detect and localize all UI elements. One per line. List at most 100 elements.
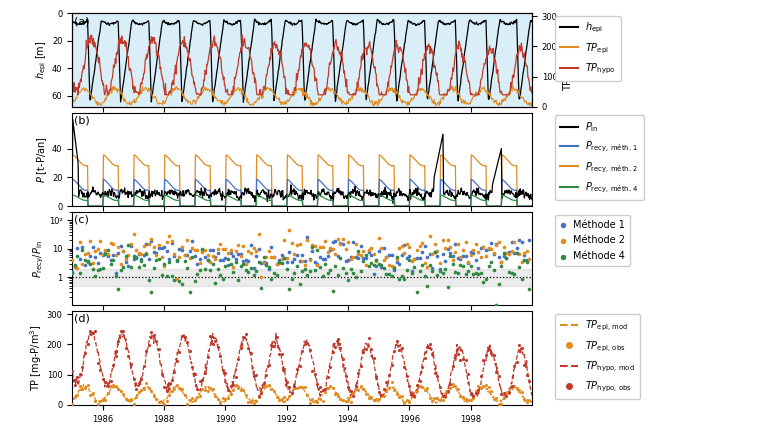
Point	[148, 393, 160, 400]
Point	[176, 333, 188, 340]
Méthode 2	[148, 243, 160, 250]
Méthode 1	[296, 252, 308, 259]
Point	[421, 384, 433, 391]
Méthode 4	[160, 272, 173, 279]
Méthode 4	[122, 242, 135, 249]
Point	[278, 393, 290, 400]
Méthode 2	[344, 256, 356, 263]
Point	[511, 385, 523, 392]
Méthode 1	[406, 268, 418, 275]
Méthode 4	[196, 246, 208, 253]
Point	[207, 386, 219, 393]
Méthode 1	[404, 253, 416, 260]
Méthode 1	[508, 249, 520, 256]
Méthode 4	[130, 255, 142, 262]
Point	[475, 384, 487, 391]
Y-axis label: TP [mg m$^{-3}$]: TP [mg m$^{-3}$]	[560, 29, 576, 92]
Méthode 4	[138, 262, 150, 269]
Point	[475, 373, 487, 380]
Point	[299, 384, 311, 391]
Méthode 2	[122, 252, 135, 259]
Point	[447, 363, 459, 370]
Point	[268, 388, 280, 395]
Méthode 2	[245, 250, 257, 257]
Méthode 2	[467, 247, 480, 254]
Point	[508, 362, 520, 369]
Méthode 1	[293, 258, 306, 265]
Point	[378, 386, 390, 393]
Méthode 1	[424, 250, 436, 257]
Méthode 2	[406, 257, 418, 264]
Point	[296, 347, 308, 354]
Méthode 2	[460, 239, 472, 246]
Point	[179, 391, 191, 398]
Méthode 1	[444, 249, 456, 257]
Méthode 1	[265, 243, 277, 250]
Méthode 4	[240, 267, 252, 274]
Méthode 1	[314, 253, 326, 260]
Méthode 4	[145, 289, 157, 296]
Méthode 4	[380, 271, 392, 278]
Y-axis label: TP [mg-P/m$^3$]: TP [mg-P/m$^3$]	[28, 325, 44, 391]
Méthode 1	[391, 258, 403, 265]
Point	[319, 388, 331, 395]
Méthode 2	[112, 244, 124, 251]
Méthode 1	[375, 264, 388, 271]
Point	[372, 388, 385, 395]
Méthode 2	[419, 259, 431, 266]
Point	[237, 387, 249, 394]
Legend: $P_\mathrm{in}$, $P_\mathrm{recy,\,méth.\,1}$, $P_\mathrm{recy,\,méth.\,2}$, $P_: $P_\mathrm{in}$, $P_\mathrm{recy,\,méth.…	[556, 115, 644, 200]
Point	[235, 387, 247, 394]
Point	[150, 338, 163, 345]
Point	[391, 338, 403, 345]
Méthode 4	[230, 258, 242, 265]
Méthode 1	[135, 256, 147, 263]
Point	[421, 343, 433, 350]
Point	[255, 389, 268, 396]
Point	[117, 390, 129, 397]
Point	[329, 390, 341, 397]
Méthode 4	[207, 260, 219, 268]
Point	[245, 349, 257, 356]
Méthode 1	[329, 238, 341, 245]
Point	[513, 387, 525, 394]
Méthode 4	[314, 264, 326, 271]
Point	[104, 382, 116, 389]
Méthode 1	[498, 252, 510, 259]
Point	[464, 389, 477, 396]
Point	[391, 391, 403, 398]
Méthode 4	[424, 262, 436, 269]
Point	[68, 381, 81, 388]
Méthode 2	[370, 257, 382, 264]
Méthode 4	[102, 246, 114, 253]
Méthode 2	[457, 246, 469, 253]
Méthode 2	[396, 242, 408, 249]
Point	[87, 390, 99, 397]
Point	[288, 382, 300, 389]
Point	[327, 349, 339, 356]
Point	[383, 385, 395, 392]
Méthode 1	[188, 252, 201, 259]
Point	[140, 348, 152, 355]
Point	[227, 386, 239, 393]
Point	[291, 366, 303, 373]
Point	[145, 328, 157, 335]
Point	[490, 395, 502, 402]
Point	[375, 392, 388, 400]
Méthode 2	[439, 245, 451, 252]
Point	[498, 395, 510, 402]
Méthode 2	[291, 242, 303, 249]
Méthode 1	[207, 246, 219, 253]
Point	[301, 391, 313, 398]
Point	[125, 396, 137, 403]
Méthode 2	[391, 255, 403, 262]
Méthode 2	[201, 251, 214, 258]
Méthode 1	[263, 265, 275, 272]
Méthode 2	[365, 244, 377, 251]
Méthode 4	[258, 253, 270, 260]
Point	[316, 386, 328, 393]
Point	[419, 355, 431, 362]
Méthode 2	[265, 253, 277, 260]
Point	[79, 349, 91, 356]
Méthode 1	[171, 258, 183, 265]
